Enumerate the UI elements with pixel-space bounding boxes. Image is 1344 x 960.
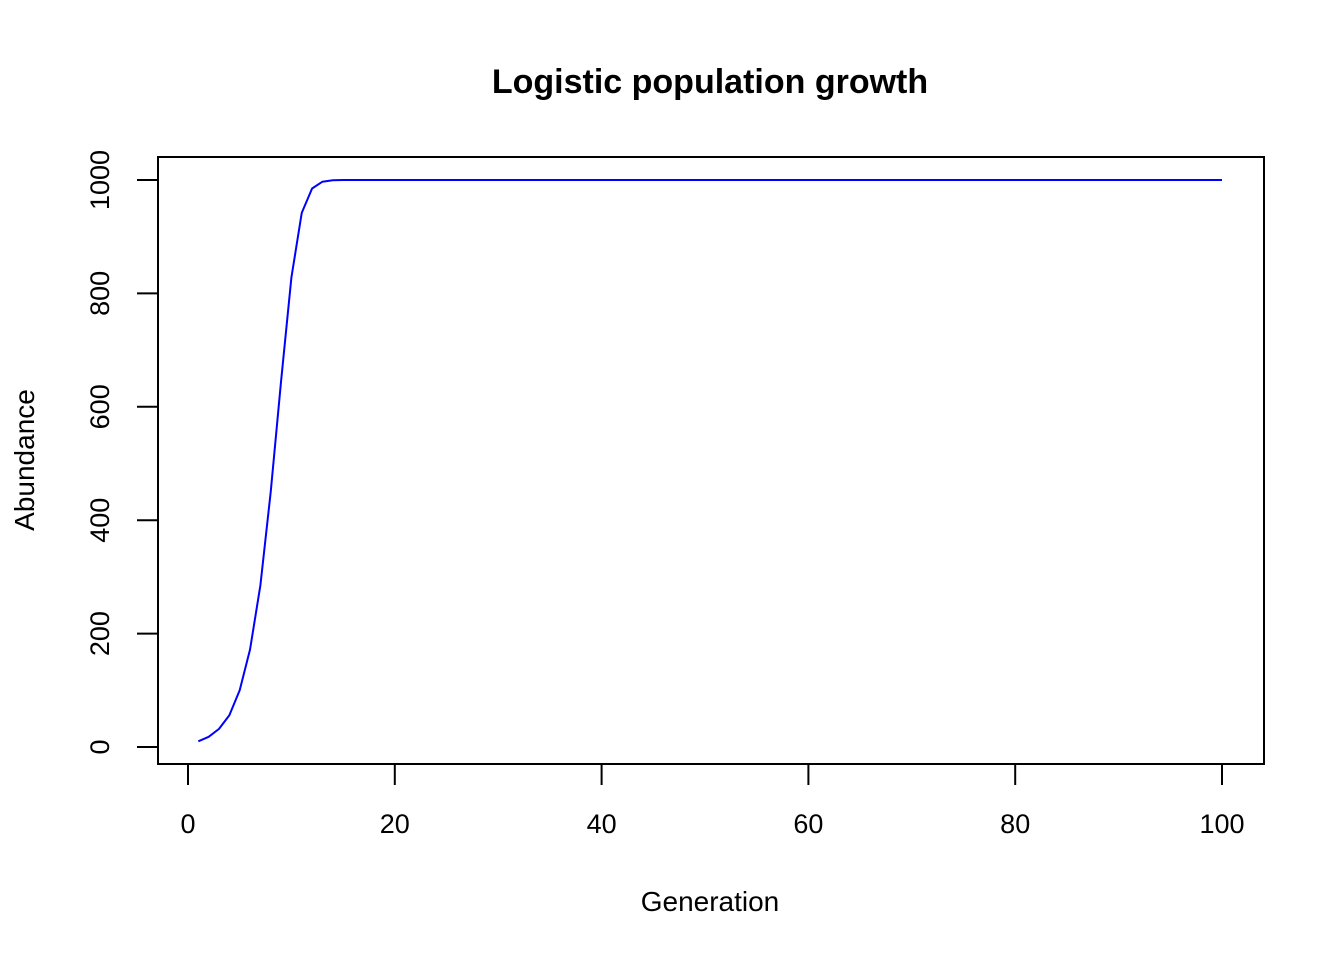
chart-title: Logistic population growth	[492, 63, 928, 101]
x-axis-label: Generation	[641, 886, 780, 917]
y-tick-label: 400	[85, 498, 115, 543]
y-tick-label: 600	[85, 384, 115, 429]
x-tick-label: 40	[587, 809, 617, 839]
y-tick-label: 0	[85, 739, 115, 754]
series-line	[197, 179, 1222, 743]
x-tick-label: 100	[1199, 809, 1244, 839]
y-tick-label: 800	[85, 271, 115, 316]
y-axis: 0 200 400 600 800 1000	[85, 150, 159, 755]
y-axis-label: Abundance	[9, 389, 40, 531]
y-tick-label: 1000	[85, 150, 115, 210]
y-tick-label: 200	[85, 611, 115, 656]
x-tick-label: 0	[180, 809, 195, 839]
series-layer	[197, 179, 1222, 743]
x-axis: 0 20 40 60 80 100	[180, 763, 1245, 839]
x-tick-label: 80	[1000, 809, 1030, 839]
x-tick-label: 20	[380, 809, 410, 839]
plot-frame	[157, 156, 1265, 765]
x-tick-label: 60	[793, 809, 823, 839]
